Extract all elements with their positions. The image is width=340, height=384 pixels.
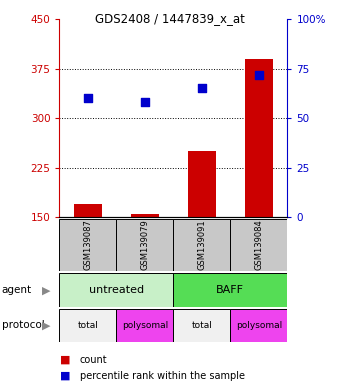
Bar: [131, 214, 159, 217]
FancyBboxPatch shape: [173, 273, 287, 307]
Bar: [74, 204, 102, 217]
Text: polysomal: polysomal: [122, 321, 168, 330]
Text: ■: ■: [59, 355, 70, 365]
FancyBboxPatch shape: [173, 219, 231, 271]
FancyBboxPatch shape: [231, 309, 287, 342]
Text: total: total: [78, 321, 98, 330]
Text: BAFF: BAFF: [216, 285, 244, 295]
Text: ▶: ▶: [42, 320, 50, 331]
Point: [142, 99, 148, 105]
Point: [85, 95, 91, 101]
Text: GSM139091: GSM139091: [198, 220, 206, 270]
FancyBboxPatch shape: [116, 309, 173, 342]
FancyBboxPatch shape: [116, 219, 173, 271]
Text: GDS2408 / 1447839_x_at: GDS2408 / 1447839_x_at: [95, 12, 245, 25]
Text: GSM139084: GSM139084: [254, 219, 263, 270]
Text: protocol: protocol: [2, 320, 45, 331]
Text: GSM139079: GSM139079: [140, 219, 149, 270]
Point: [199, 85, 205, 91]
FancyBboxPatch shape: [59, 309, 116, 342]
FancyBboxPatch shape: [59, 219, 116, 271]
Bar: [244, 59, 273, 217]
Text: percentile rank within the sample: percentile rank within the sample: [80, 371, 245, 381]
Text: polysomal: polysomal: [236, 321, 282, 330]
Text: count: count: [80, 355, 107, 365]
Bar: [188, 151, 216, 217]
Point: [256, 71, 261, 78]
Text: GSM139087: GSM139087: [84, 219, 92, 270]
Text: total: total: [191, 321, 212, 330]
Text: ▶: ▶: [42, 285, 50, 295]
FancyBboxPatch shape: [59, 273, 173, 307]
Text: ■: ■: [59, 371, 70, 381]
Text: agent: agent: [2, 285, 32, 295]
Text: untreated: untreated: [89, 285, 144, 295]
FancyBboxPatch shape: [231, 219, 287, 271]
FancyBboxPatch shape: [173, 309, 231, 342]
